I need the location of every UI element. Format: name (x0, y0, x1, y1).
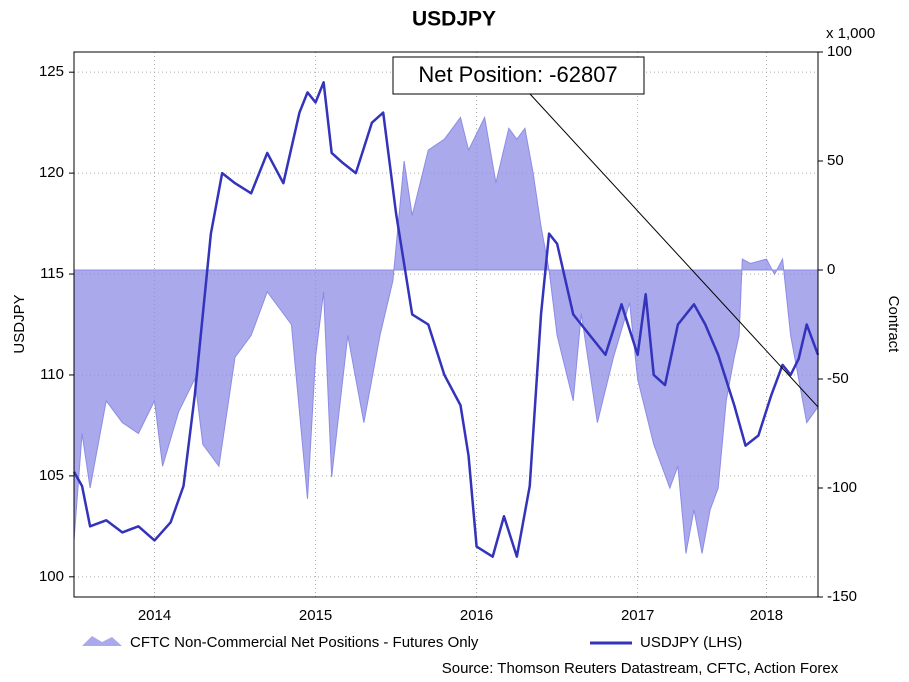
plot-frame (73, 51, 819, 598)
area (73, 115, 819, 554)
chart-title: USDJPY (412, 8, 496, 31)
y2-tick-label: -100 (827, 479, 857, 496)
y-tick-label: 100 (39, 568, 64, 585)
annotation-box (392, 56, 645, 95)
y-tick-label: 110 (40, 366, 64, 383)
y-axis-label: USDJPY (11, 294, 28, 353)
y-tick-label: 115 (40, 265, 64, 282)
y-tick-label: 105 (39, 467, 64, 484)
y2-tick-label: -150 (827, 588, 857, 605)
source: Source: Thomson Reuters Datastream, CFTC… (442, 660, 839, 677)
x-tick-label: 2018 (750, 607, 783, 624)
x-tick-label: 2014 (138, 607, 171, 624)
annotation-line (529, 93, 819, 408)
y2-tick-label: 0 (827, 261, 835, 278)
y-tick-label: 120 (39, 164, 64, 181)
y2-axis-label: Contract (885, 296, 902, 354)
legend-swatch (82, 636, 122, 646)
annotation: Net Position: -62807 (418, 62, 617, 87)
y2-tick-label: 50 (827, 152, 844, 169)
y2-unit: x 1,000 (826, 25, 875, 42)
x-tick-label: 2015 (299, 607, 332, 624)
y-tick-label: 125 (39, 63, 64, 80)
y2-tick-label: 100 (827, 43, 852, 60)
legend-label: CFTC Non-Commercial Net Positions - Futu… (130, 634, 479, 651)
y2-tick-label: -50 (827, 370, 849, 387)
line (72, 81, 820, 558)
x-tick-label: 2017 (621, 607, 654, 624)
x-tick-label: 2016 (460, 607, 493, 624)
legend-label: USDJPY (LHS) (640, 634, 742, 651)
